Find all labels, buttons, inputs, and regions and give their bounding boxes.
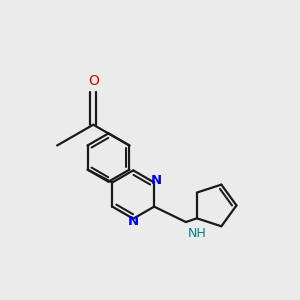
Text: N: N: [128, 215, 139, 228]
Text: O: O: [88, 74, 99, 88]
Text: N: N: [151, 175, 162, 188]
Text: NH: NH: [188, 226, 206, 240]
